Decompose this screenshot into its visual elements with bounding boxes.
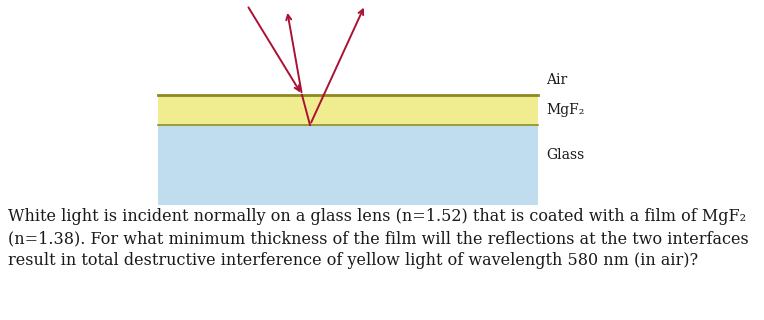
Bar xyxy=(158,95,538,125)
Text: Air: Air xyxy=(546,73,567,87)
Text: MgF₂: MgF₂ xyxy=(546,103,584,117)
Text: Glass: Glass xyxy=(546,148,584,162)
Bar xyxy=(158,125,538,205)
Text: result in total destructive interference of yellow light of wavelength 580 nm (i: result in total destructive interference… xyxy=(8,252,698,269)
Text: (n=1.38). For what minimum thickness of the film will the reflections at the two: (n=1.38). For what minimum thickness of … xyxy=(8,230,749,247)
Text: White light is incident normally on a glass lens (n=1.52) that is coated with a : White light is incident normally on a gl… xyxy=(8,208,746,225)
